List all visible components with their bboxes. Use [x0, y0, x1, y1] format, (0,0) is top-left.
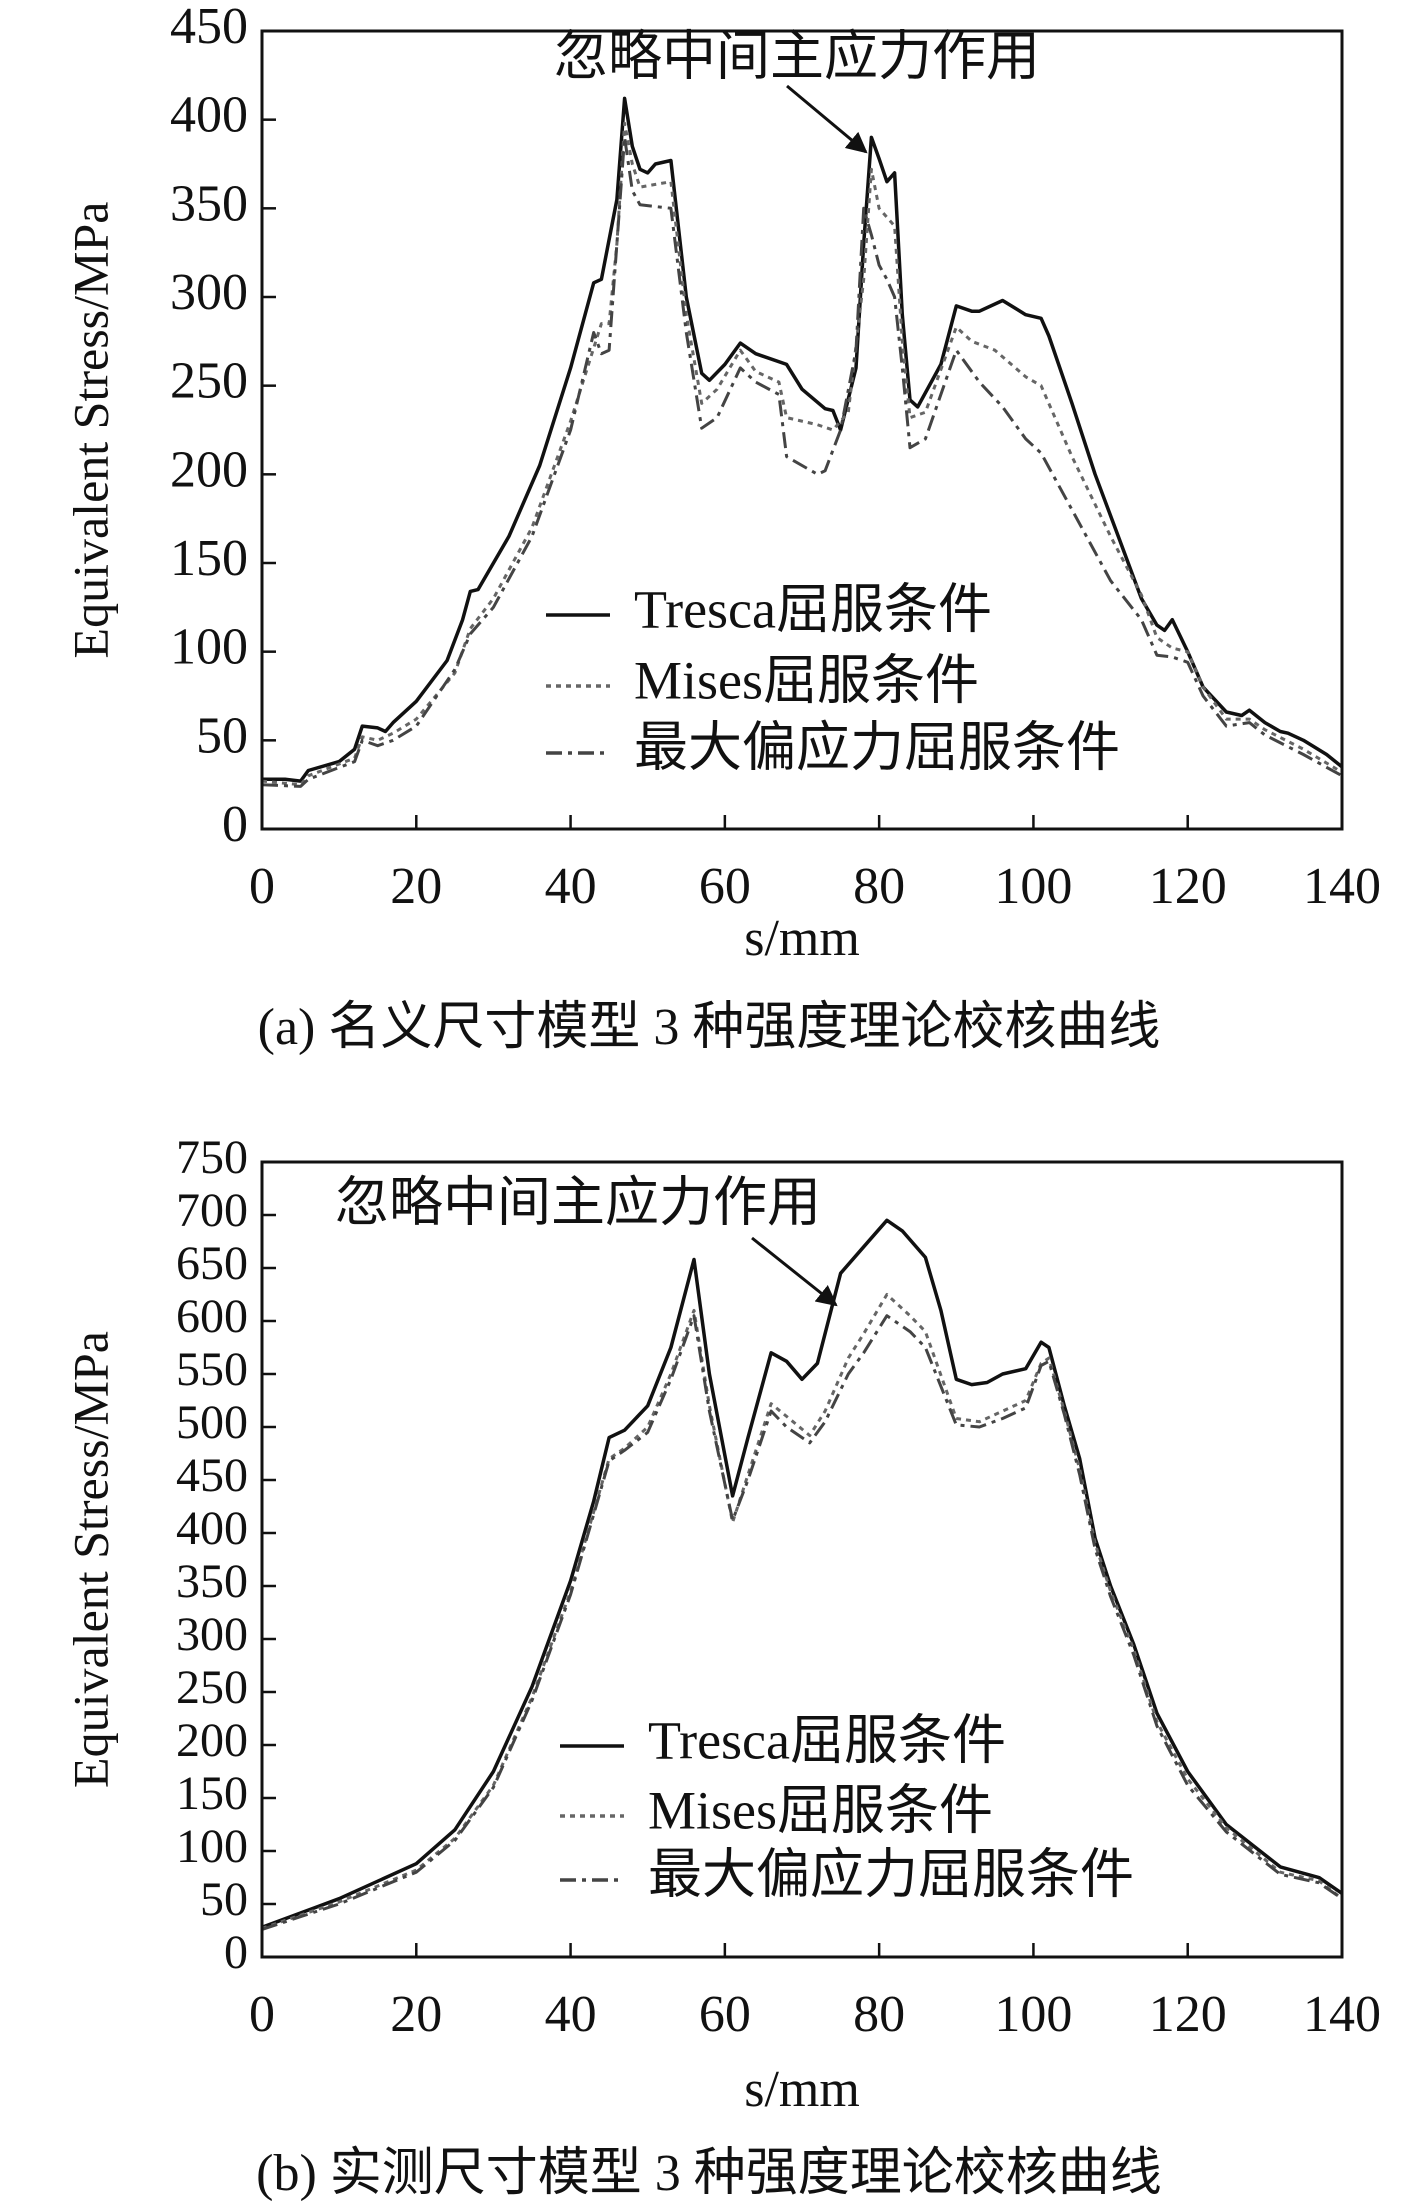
x-tick-label: 40 [545, 858, 597, 915]
caption: (a) 名义尺寸模型 3 种强度理论校核曲线 [258, 999, 1161, 1056]
x-axis-label: s/mm [744, 2061, 860, 2118]
y-tick-label: 600 [176, 1290, 248, 1343]
legend-label: Mises屈服条件 [634, 650, 979, 710]
legend-label: Mises屈服条件 [648, 1780, 993, 1840]
y-axis-label: Equivalent Stress/MPa [62, 202, 118, 659]
y-tick-label: 100 [176, 1820, 248, 1873]
plot-frame [260, 1160, 1344, 1959]
x-tick-label: 120 [1149, 1986, 1227, 2043]
y-tick-label: 150 [176, 1767, 248, 1820]
x-tick-label: 120 [1149, 858, 1227, 915]
annotation: 忽略中间主应力作用 [554, 26, 1040, 86]
x-tick-label: 100 [994, 1986, 1072, 2043]
y-tick-label: 700 [176, 1184, 248, 1237]
y-tick-label: 400 [176, 1502, 248, 1555]
y-tick-label: 450 [170, 0, 248, 55]
y-tick-label: 0 [224, 1926, 248, 1979]
x-tick-label: 80 [853, 1986, 905, 2043]
y-axis-label: Equivalent Stress/MPa [62, 1331, 118, 1788]
y-tick-label: 650 [176, 1237, 248, 1290]
y-tick-label: 250 [176, 1661, 248, 1714]
y-tick-label: 400 [170, 87, 248, 144]
legend-label: Tresca屈服条件 [648, 1710, 1006, 1770]
y-tick-label: 350 [170, 175, 248, 232]
annotation-arrow [751, 1236, 838, 1307]
y-tick-label: 200 [176, 1714, 248, 1767]
x-tick-label: 60 [699, 858, 751, 915]
y-tick-label: 300 [176, 1608, 248, 1661]
y-tick-label: 750 [176, 1131, 248, 1184]
y-tick-label: 100 [170, 619, 248, 676]
x-tick-label: 100 [994, 858, 1072, 915]
legend-label: Tresca屈服条件 [634, 579, 992, 639]
x-tick-label: 140 [1303, 1986, 1381, 2043]
series-line [261, 1218, 1343, 1929]
y-tick-label: 50 [200, 1873, 248, 1926]
series-line [261, 121, 1343, 787]
x-tick-label: 140 [1303, 858, 1381, 915]
y-tick-label: 150 [170, 530, 248, 587]
plot-frame [260, 29, 1344, 831]
series-line [261, 135, 1343, 788]
y-tick-label: 0 [222, 796, 248, 853]
caption: (b) 实测尺寸模型 3 种强度理论校核曲线 [256, 2145, 1162, 2202]
annotation: 忽略中间主应力作用 [335, 1172, 821, 1232]
x-tick-label: 20 [390, 1986, 442, 2043]
legend-label: 最大偏应力屈服条件 [648, 1844, 1134, 1904]
series-line [262, 96, 1344, 783]
x-tick-label: 80 [853, 858, 905, 915]
x-tick-label: 0 [249, 1986, 275, 2043]
y-tick-label: 450 [176, 1449, 248, 1502]
y-tick-label: 200 [170, 441, 248, 498]
y-tick-label: 500 [176, 1396, 248, 1449]
legend-label: 最大偏应力屈服条件 [634, 717, 1120, 777]
x-axis-label: s/mm [744, 910, 860, 967]
x-tick-label: 0 [249, 858, 275, 915]
y-tick-label: 350 [176, 1555, 248, 1608]
y-tick-label: 300 [170, 264, 248, 321]
x-tick-label: 40 [545, 1986, 597, 2043]
series-line [261, 1314, 1343, 1931]
y-tick-label: 550 [176, 1343, 248, 1396]
annotation-arrow [786, 84, 868, 154]
x-tick-label: 20 [390, 858, 442, 915]
y-tick-label: 50 [196, 707, 248, 764]
y-tick-label: 250 [170, 353, 248, 410]
x-tick-label: 60 [699, 1986, 751, 2043]
